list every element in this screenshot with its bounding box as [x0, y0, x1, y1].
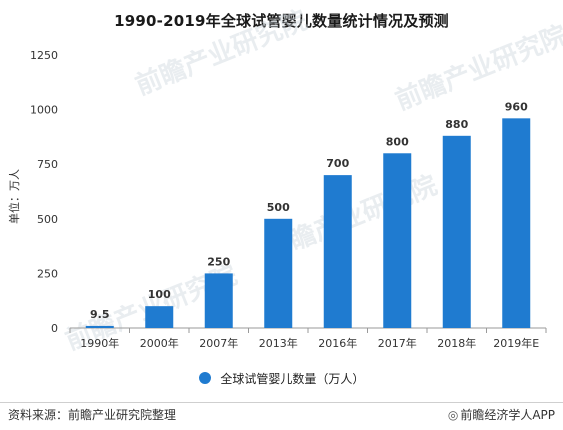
x-tick-label: 2007年	[199, 336, 238, 350]
data-label: 700	[326, 157, 349, 170]
x-tick-label: 1990年	[80, 336, 119, 350]
x-tick-label: 2018年	[437, 336, 476, 350]
data-label: 250	[207, 255, 230, 268]
y-tick-label: 250	[37, 267, 58, 280]
brand-credit: ◎ 前瞻经济学人APP	[448, 406, 555, 423]
chart-title: 1990-2019年全球试管婴儿数量统计情况及预测	[114, 12, 449, 30]
watermark-text: 前瞻产业研究院	[131, 5, 311, 102]
labels-layer: 1990年 9.5 2000年 100 2007年 250 2013年 500 2016年 700…	[80, 100, 539, 350]
source-note: 资料来源：前瞻产业研究院整理	[8, 408, 177, 422]
y-tick-label: 0	[51, 322, 58, 335]
y-tick-label: 750	[37, 158, 58, 171]
bar	[145, 306, 174, 328]
y-tick-label: 1250	[30, 49, 58, 62]
bar	[442, 135, 471, 328]
watermark-layer: 前瞻产业研究院前瞻产业研究院前瞻产业研究院前瞻产业研究院	[61, 5, 563, 357]
footer: 资料来源：前瞻产业研究院整理 ◎ 前瞻经济学人APP	[0, 402, 563, 430]
legend: 全球试管婴儿数量（万人）	[0, 370, 563, 387]
bar	[502, 118, 531, 328]
bars-layer	[85, 118, 531, 328]
data-label: 9.5	[90, 308, 110, 321]
x-tick-label: 2017年	[378, 336, 417, 350]
x-tick-label: 2013年	[259, 336, 298, 350]
bar	[323, 175, 352, 328]
data-label: 100	[148, 288, 171, 301]
bar	[85, 325, 114, 328]
y-tick-label: 1000	[30, 104, 58, 117]
brand-logo-icon: ◎	[447, 408, 459, 422]
data-label: 800	[386, 135, 409, 148]
legend-label: 全球试管婴儿数量（万人）	[220, 372, 365, 386]
bar	[383, 153, 412, 328]
y-axis-title: 单位：万人	[7, 169, 21, 224]
brand-name: 前瞻经济学人APP	[460, 408, 555, 422]
y-tick-label: 500	[37, 213, 58, 226]
legend-swatch	[198, 372, 211, 384]
data-label: 880	[445, 118, 468, 131]
bar	[204, 273, 233, 328]
data-label: 960	[505, 100, 528, 113]
bar	[264, 218, 293, 328]
watermark-text: 前瞻产业研究院	[391, 20, 563, 117]
x-tick-label: 2000年	[140, 336, 179, 350]
data-label: 500	[267, 201, 290, 214]
x-tick-label: 2019年E	[493, 336, 539, 350]
x-tick-label: 2016年	[318, 336, 357, 350]
